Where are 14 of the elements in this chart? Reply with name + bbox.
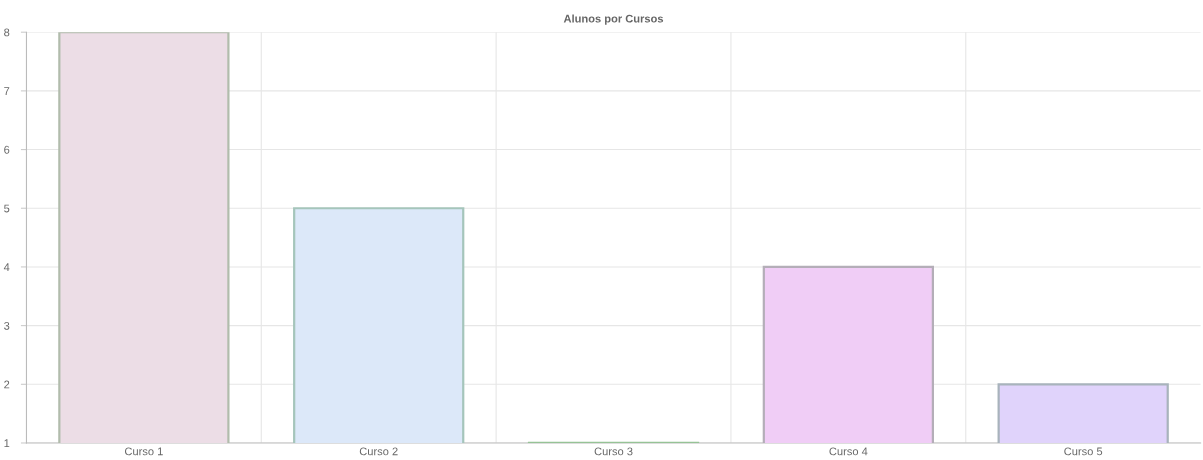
y-tick-label: 8	[4, 28, 10, 37]
y-tick-label: 3	[4, 321, 10, 330]
y-tick-label: 2	[4, 380, 10, 389]
x-tick-label: Curso 3	[594, 447, 633, 456]
x-tick-label: Curso 4	[829, 447, 868, 456]
y-tick-label: 4	[3, 263, 10, 271]
y-tick-label: 5	[4, 204, 10, 213]
x-tick-label: Curso 1	[124, 447, 163, 456]
y-tick-label: 7	[4, 87, 10, 95]
y-tick-label: 1	[4, 439, 10, 448]
chart-title: Alunos por Cursos	[563, 14, 664, 25]
x-tick-label: Curso 2	[359, 447, 398, 456]
x-tick-label: Curso 5	[1064, 447, 1103, 456]
y-tick-label: 6	[4, 145, 10, 154]
